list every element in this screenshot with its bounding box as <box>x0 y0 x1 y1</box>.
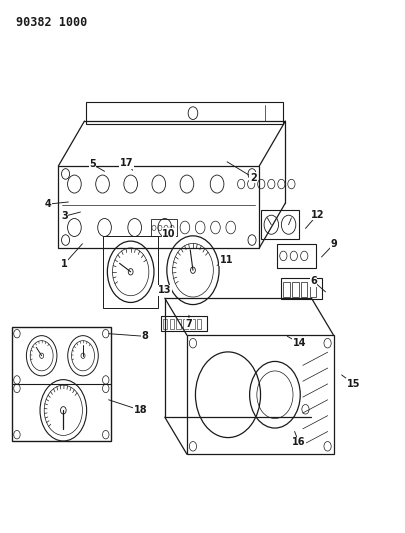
Bar <box>292 282 298 297</box>
Text: 1: 1 <box>61 259 68 269</box>
Text: 7: 7 <box>185 319 192 329</box>
Text: 5: 5 <box>89 159 96 169</box>
Bar <box>186 335 333 454</box>
Text: 3: 3 <box>61 211 68 221</box>
Text: 90382 1000: 90382 1000 <box>16 15 87 29</box>
Text: 18: 18 <box>134 405 147 415</box>
Text: 11: 11 <box>219 255 232 265</box>
Bar <box>150 220 177 236</box>
Text: 4: 4 <box>45 199 51 209</box>
Bar <box>162 319 167 329</box>
Text: 17: 17 <box>119 158 133 168</box>
Bar <box>190 319 194 329</box>
Bar <box>309 282 315 297</box>
Bar <box>176 319 181 329</box>
Text: 14: 14 <box>292 338 305 348</box>
Bar <box>86 101 283 124</box>
Text: 10: 10 <box>162 229 175 239</box>
Text: 9: 9 <box>329 239 336 249</box>
Text: 16: 16 <box>291 437 305 447</box>
Bar <box>261 210 299 239</box>
Bar <box>300 282 307 297</box>
Text: 8: 8 <box>141 332 148 341</box>
Text: 13: 13 <box>158 285 171 295</box>
Bar <box>160 316 207 331</box>
Bar <box>103 236 158 308</box>
Text: 2: 2 <box>249 173 256 183</box>
Bar <box>196 319 201 329</box>
Bar <box>12 327 110 441</box>
Bar <box>283 282 289 297</box>
Bar <box>277 244 315 268</box>
Text: 6: 6 <box>309 276 316 286</box>
Bar <box>183 319 187 329</box>
Bar <box>169 319 174 329</box>
Text: 15: 15 <box>346 379 360 389</box>
Text: 12: 12 <box>310 209 324 220</box>
Bar <box>58 166 259 248</box>
Bar <box>281 278 321 300</box>
